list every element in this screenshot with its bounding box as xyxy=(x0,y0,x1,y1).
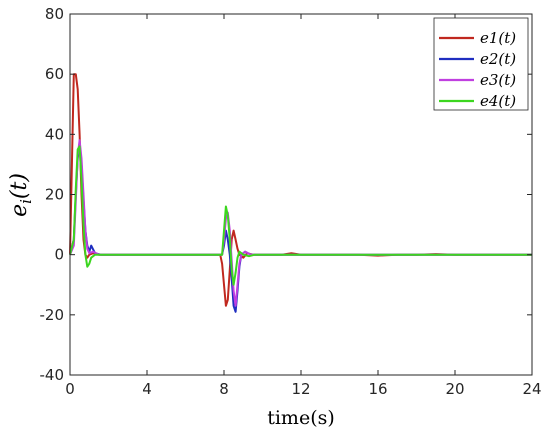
x-tick-label-3: 12 xyxy=(291,380,310,398)
y-tick-label-2: 0 xyxy=(54,246,64,264)
legend-label-1: e1(t) xyxy=(480,29,516,47)
legend-box xyxy=(433,17,529,111)
y-tick-label-1: -20 xyxy=(40,306,65,324)
legend: e1(t) e2(t) e3(t) e4(t) xyxy=(433,17,529,111)
y-tick-label-0: -40 xyxy=(40,366,65,384)
x-tick-label-5: 20 xyxy=(445,380,464,398)
axis-ticks: 0 4 8 12 16 20 24 -40 -20 0 20 40 60 80 xyxy=(40,5,542,398)
y-axis-label-main: e xyxy=(7,204,32,217)
x-tick-label-2: 8 xyxy=(219,380,229,398)
y-tick-label-3: 20 xyxy=(45,186,64,204)
legend-label-4: e4(t) xyxy=(480,92,516,110)
x-tick-label-1: 4 xyxy=(142,380,152,398)
y-axis-label: ei(t) xyxy=(7,173,35,217)
x-tick-label-6: 24 xyxy=(522,380,541,398)
legend-label-3: e3(t) xyxy=(480,71,516,89)
x-axis-label: time(s) xyxy=(267,407,335,429)
y-tick-label-5: 60 xyxy=(45,65,64,83)
y-tick-label-6: 80 xyxy=(45,5,64,23)
x-tick-label-0: 0 xyxy=(65,380,75,398)
series-line-4 xyxy=(69,145,532,286)
y-axis-label-subscript: i xyxy=(17,199,35,204)
y-tick-label-4: 40 xyxy=(45,125,64,143)
plot-area xyxy=(69,73,532,313)
y-axis-label-tail: (t) xyxy=(7,173,32,199)
x-tick-label-4: 16 xyxy=(368,380,387,398)
legend-label-2: e2(t) xyxy=(480,50,516,68)
